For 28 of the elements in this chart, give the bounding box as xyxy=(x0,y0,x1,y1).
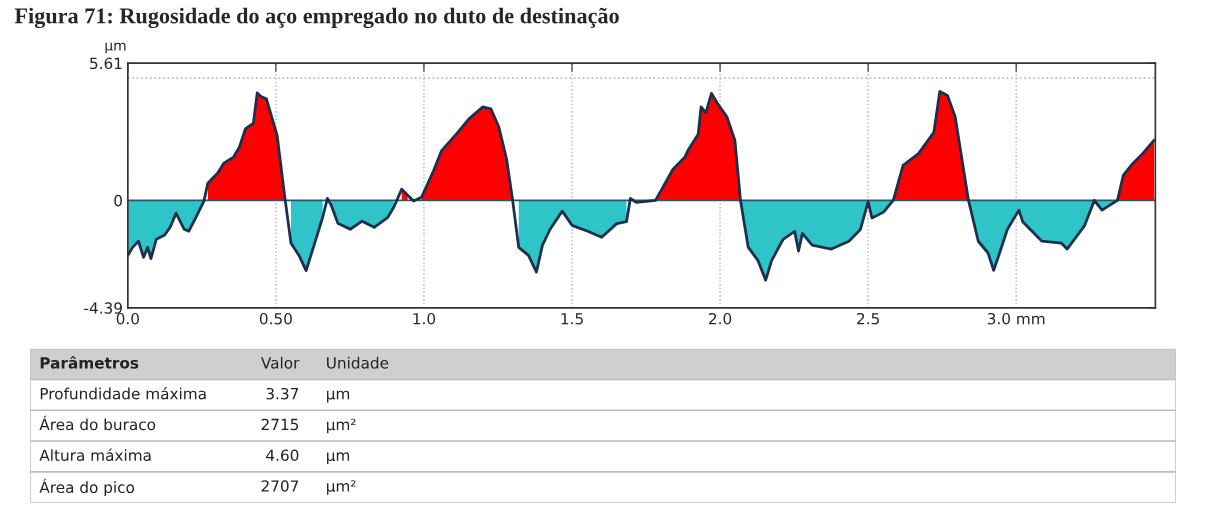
text: µm xyxy=(327,452,350,464)
x-tick-label: 0.0 xyxy=(116,312,139,325)
y-axis-title: µm xyxy=(105,42,126,54)
line-series xyxy=(127,90,1156,282)
x-tick-label: 3.0 mm xyxy=(987,312,1045,325)
text: 4.60 xyxy=(266,449,299,461)
text: Valor xyxy=(261,356,300,369)
text: µm² xyxy=(327,480,356,495)
x-tick-label: 1.0 xyxy=(413,312,436,325)
x-tick-label: 2.5 xyxy=(857,312,879,325)
text: Parâmetros xyxy=(40,356,139,369)
x-tick-label: 1.5 xyxy=(561,313,583,325)
y-tick-label: -4.39 xyxy=(84,302,122,314)
chart-title: Figura 71: Rugosidade do aço empregado no duto de destinação xyxy=(14,7,619,29)
text: Altura máxima xyxy=(39,448,151,461)
y-tick-label: 5.61 xyxy=(90,57,122,70)
text: µm² xyxy=(327,418,356,434)
text: µm xyxy=(327,390,350,403)
text: Área do buraco xyxy=(39,415,156,431)
text: 3.37 xyxy=(266,387,299,400)
y-tick-label: 0 xyxy=(114,194,122,207)
text: 2715 xyxy=(261,418,299,431)
text: Área do pico xyxy=(39,478,135,497)
x-tick-label: 2.0 xyxy=(709,312,732,325)
text: 2707 xyxy=(261,480,299,492)
text: Unidade xyxy=(327,356,389,369)
text: Profundidade máxima xyxy=(40,387,206,400)
x-tick-label: 0.50 xyxy=(259,312,292,325)
